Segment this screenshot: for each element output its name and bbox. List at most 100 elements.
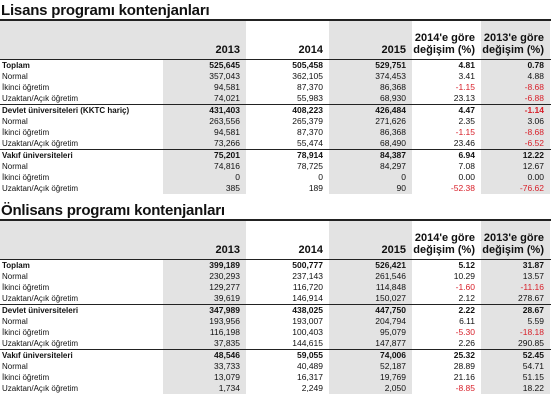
value-2013: 357,043 (163, 71, 246, 82)
table-row: Uzaktan/Açık öğretim 73,266 55,474 68,490 23… (0, 138, 551, 149)
value-2013: 129,277 (163, 282, 246, 293)
change-vs-2014: 10.29 (412, 271, 481, 282)
table-row: İkinci öğretim 129,277 116,720 114,848 -1.60… (0, 282, 551, 293)
value-2015: 19,769 (329, 372, 412, 383)
value-2014: 408,223 (246, 105, 329, 116)
table-row: Devlet üniversiteleri (KKTC hariç) 431,40… (0, 104, 551, 116)
row-label: Normal (2, 362, 28, 371)
table-row: Normal 193,956 193,007 204,794 6.11 5.59 (0, 316, 551, 327)
value-2013: 399,189 (163, 260, 246, 271)
value-2014: 78,725 (246, 161, 329, 172)
onlisans-header-change-2014: 2014'e göre değişim (%) (412, 221, 481, 259)
lisans-header-change-2014: 2014'e göre değişim (%) (412, 21, 481, 59)
change-vs-2013: 12.67 (481, 161, 550, 172)
row-label: Toplam (2, 261, 30, 270)
row-label: İkinci öğretim (2, 83, 50, 92)
table-row: İkinci öğretim 0 0 0 0.00 0.00 (0, 172, 551, 183)
value-2015: 68,930 (329, 93, 412, 104)
change-vs-2013: 13.57 (481, 271, 550, 282)
value-2014: 59,055 (246, 350, 329, 361)
value-2014: 193,007 (246, 316, 329, 327)
value-2013: 94,581 (163, 82, 246, 93)
change-vs-2014: 28.89 (412, 361, 481, 372)
value-2014: 146,914 (246, 293, 329, 304)
row-label: Normal (2, 272, 28, 281)
change-vs-2013: 54.71 (481, 361, 550, 372)
lisans-table: 2013 2014 2015 2014'e göre değişim (%) 2… (0, 19, 551, 194)
value-2013: 37,835 (163, 338, 246, 349)
value-2014: 2,249 (246, 383, 329, 394)
table-row: İkinci öğretim 116,198 100,403 95,079 -5.30-… (0, 327, 551, 338)
change-vs-2013: -18.18 (481, 327, 550, 338)
change-vs-2014: 2.22 (412, 305, 481, 316)
table-row: Normal 263,556 265,379 271,626 2.35 3.06 (0, 116, 551, 127)
value-2013: 75,201 (163, 150, 246, 161)
value-2015: 52,187 (329, 361, 412, 372)
change-vs-2014: -8.85 (412, 383, 481, 394)
value-2013: 431,403 (163, 105, 246, 116)
value-2014: 189 (246, 183, 329, 194)
change-vs-2013: 31.87 (481, 260, 550, 271)
row-label: Uzaktan/Açık öğretim (2, 94, 79, 103)
onlisans-title: Önlisans programı kontenjanları (1, 202, 225, 219)
value-2014: 87,370 (246, 82, 329, 93)
value-2013: 73,266 (163, 138, 246, 149)
lisans-title: Lisans programı kontenjanları (1, 2, 210, 19)
table-row: İkinci öğretim 94,581 87,370 86,368 -1.15 -8.… (0, 82, 551, 93)
change-vs-2014: 4.81 (412, 60, 481, 71)
value-2015: 86,368 (329, 82, 412, 93)
change-vs-2013: 3.06 (481, 116, 550, 127)
row-label: Toplam (2, 61, 30, 70)
row-label: Uzaktan/Açık öğretim (2, 139, 79, 148)
onlisans-header-2015: 2015 (329, 221, 412, 259)
value-2014: 144,615 (246, 338, 329, 349)
value-2013: 74,021 (163, 93, 246, 104)
change-vs-2014: 3.41 (412, 71, 481, 82)
value-2013: 525,645 (163, 60, 246, 71)
value-2013: 0 (163, 172, 246, 183)
value-2015: 74,006 (329, 350, 412, 361)
table-row: Uzaktan/Açık öğretim 37,835 144,615 147,877… (0, 338, 551, 349)
lisans-header-label (0, 21, 163, 59)
table-row: Normal 357,043 362,105 374,453 3.41 4.88 (0, 71, 551, 82)
change-vs-2013: -6.52 (481, 138, 550, 149)
value-2013: 13,079 (163, 372, 246, 383)
value-2013: 263,556 (163, 116, 246, 127)
lisans-table-body: Toplam 525,645 505,458 529,751 4.81 0.78 Norma… (0, 60, 551, 194)
change-vs-2014: 23.46 (412, 138, 481, 149)
onlisans-header-row: 2013 2014 2015 2014'e göre değişim (%) 2… (0, 221, 551, 260)
table-row: Toplam 525,645 505,458 529,751 4.81 0.78 (0, 60, 551, 71)
onlisans-header-label (0, 221, 163, 259)
value-2014: 265,379 (246, 116, 329, 127)
value-2014: 55,474 (246, 138, 329, 149)
table-row: İkinci öğretim 94,581 87,370 86,368 -1.15 -8.… (0, 127, 551, 138)
change-vs-2014: 23.13 (412, 93, 481, 104)
row-label: Vakıf üniversiteleri (2, 351, 73, 360)
change-vs-2014: 4.47 (412, 105, 481, 116)
row-label: Uzaktan/Açık öğretim (2, 184, 79, 193)
value-2015: 526,421 (329, 260, 412, 271)
value-2013: 94,581 (163, 127, 246, 138)
change-vs-2014: 2.12 (412, 293, 481, 304)
table-row: Uzaktan/Açık öğretim 1,734 2,249 2,050 -8.85… (0, 383, 551, 394)
table-row: Normal 33,733 40,489 52,187 28.89 54.71 (0, 361, 551, 372)
value-2015: 271,626 (329, 116, 412, 127)
value-2015: 529,751 (329, 60, 412, 71)
value-2014: 78,914 (246, 150, 329, 161)
change-vs-2013: 18.22 (481, 383, 550, 394)
value-2015: 90 (329, 183, 412, 194)
change-vs-2013: -6.88 (481, 93, 550, 104)
row-label: Uzaktan/Açık öğretim (2, 294, 79, 303)
table-row: Devlet üniversiteleri 347,989 438,025 447,7… (0, 304, 551, 316)
row-label: Normal (2, 317, 28, 326)
value-2014: 55,983 (246, 93, 329, 104)
value-2013: 230,293 (163, 271, 246, 282)
row-label: Uzaktan/Açık öğretim (2, 339, 79, 348)
value-2014: 362,105 (246, 71, 329, 82)
change-vs-2014: 2.26 (412, 338, 481, 349)
row-label: Normal (2, 162, 28, 171)
change-vs-2014: -5.30 (412, 327, 481, 338)
table-row: Uzaktan/Açık öğretim 385 189 90 -52.38 -76.62 (0, 183, 551, 194)
change-vs-2014: 6.11 (412, 316, 481, 327)
